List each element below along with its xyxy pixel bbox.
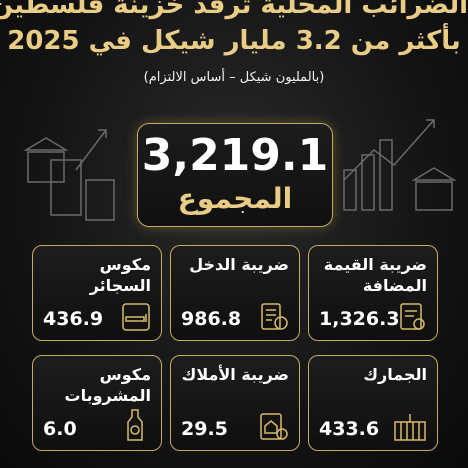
card: ضريبة القيمة المضافة 1,326.3 <box>308 245 438 341</box>
total-label: المجموع <box>177 182 293 215</box>
card-label: مكوس المشروبات <box>64 365 152 405</box>
card-label: مكوس السجائر <box>89 255 151 295</box>
card: ضريبة الدخل 986.8 <box>170 245 300 341</box>
subtitle: (بالمليون شيكل – أساس الالتزام) <box>143 70 325 85</box>
card-value: 433.6 <box>319 418 380 440</box>
card-label: ضريبة الدخل <box>189 255 289 274</box>
card-label: ضريبة الأملاك <box>181 365 289 384</box>
card-value: 6.0 <box>43 418 77 440</box>
icon <box>261 303 288 330</box>
icon <box>260 413 288 440</box>
card: مكوس السجائر 436.9 <box>32 245 162 341</box>
icon <box>122 303 150 331</box>
total-box: 3,219.1 المجموع <box>137 123 333 227</box>
title-line-1: الضرائب المحلية ترفد خزينة فلسطين <box>0 0 468 20</box>
total-value: 3,219.1 <box>141 130 329 181</box>
card-value: 986.8 <box>181 308 242 330</box>
icon <box>400 303 425 330</box>
decoration-left <box>23 129 115 221</box>
card: مكوس المشروبات 6.0 <box>32 355 162 451</box>
decoration-right <box>343 119 457 211</box>
card-label: ضريبة القيمة المضافة <box>323 255 427 295</box>
card-label: الجمارك <box>363 365 427 384</box>
icon <box>127 409 143 441</box>
card-value: 436.9 <box>43 308 104 330</box>
title-line-2: بأكثر من 3.2 مليار شيكل في 2025 <box>7 26 461 56</box>
card-value: 29.5 <box>181 418 228 440</box>
card: ضريبة الأملاك 29.5 <box>170 355 300 451</box>
card-value: 1,326.3 <box>319 308 400 330</box>
icon <box>394 414 426 441</box>
card: الجمارك 433.6 <box>308 355 438 451</box>
